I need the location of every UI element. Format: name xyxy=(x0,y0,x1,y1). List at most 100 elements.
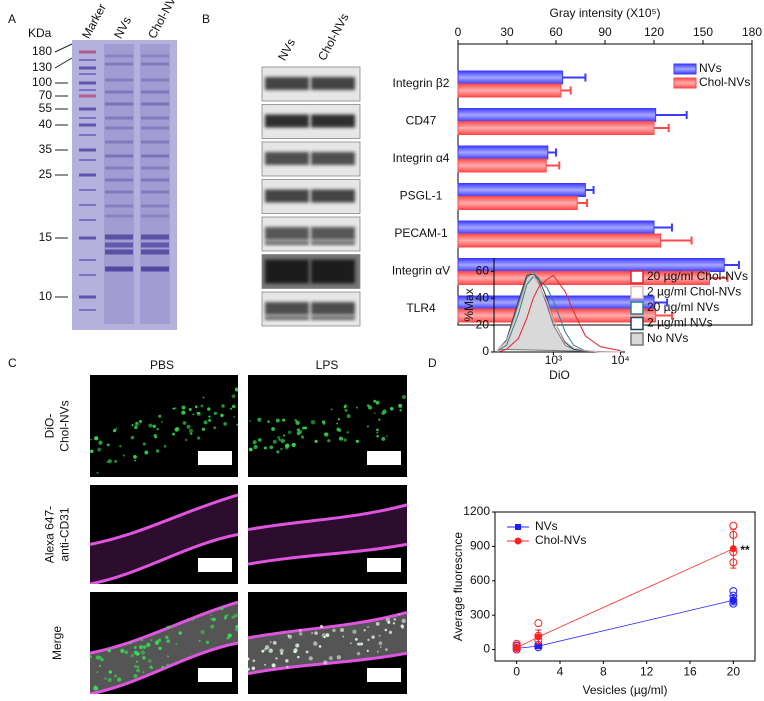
vessel xyxy=(90,494,238,584)
vesicle-dot xyxy=(234,613,238,618)
vesicle-dot xyxy=(340,627,345,633)
vesicle-dot xyxy=(189,432,193,436)
y-tick-label: 0 xyxy=(483,642,490,656)
vesicle-dot xyxy=(220,413,224,417)
gel-band xyxy=(105,78,133,82)
vesicle-dot xyxy=(130,654,134,658)
x-tick-label: 4 xyxy=(557,665,564,679)
marker-band xyxy=(79,59,96,61)
vesicle-dot xyxy=(378,641,383,646)
panel-letter: C xyxy=(8,356,17,370)
vesicle-dot xyxy=(375,400,380,405)
vesicle-dot xyxy=(401,618,406,624)
vesicle-dot xyxy=(378,634,381,637)
vesicle-dot xyxy=(112,429,117,433)
x-tick-label: 90 xyxy=(598,25,612,39)
vesicle-dot xyxy=(358,642,362,646)
vesicle-dot xyxy=(210,617,213,621)
vesicle-dot xyxy=(100,658,104,662)
vesicle-dot xyxy=(133,665,137,668)
membrane xyxy=(90,600,238,655)
vesicle-dot xyxy=(212,617,216,622)
gel-band xyxy=(105,242,133,248)
error-bar xyxy=(560,86,572,95)
vesicle-dot xyxy=(150,639,153,641)
gel-band xyxy=(141,102,169,106)
vesicle-dot xyxy=(268,648,273,653)
vesicle-dot xyxy=(139,420,142,423)
vesicle-dot xyxy=(220,607,224,611)
blot-band xyxy=(265,241,309,245)
vesicle-dot xyxy=(134,459,137,462)
vesicle-dot xyxy=(234,387,238,392)
vesicle-dot xyxy=(376,428,379,432)
point xyxy=(729,545,737,553)
column-label: LPS xyxy=(316,358,339,372)
replicate-point xyxy=(729,587,738,596)
blot-band xyxy=(311,259,355,284)
vesicle-dot xyxy=(197,411,201,415)
vesicle-dot xyxy=(221,404,225,408)
vesicle-dot xyxy=(231,394,236,399)
micrograph xyxy=(248,592,407,694)
vesicle-dot xyxy=(271,427,275,431)
error-bar xyxy=(724,261,740,269)
membrane xyxy=(248,542,407,566)
vesicle-dot xyxy=(373,399,377,403)
vesicle-dot xyxy=(119,445,122,448)
vesicle-dot xyxy=(192,413,195,416)
x-tick-label: 150 xyxy=(693,25,713,39)
mw-label: 100 xyxy=(32,75,52,89)
gel-band xyxy=(105,126,133,130)
scale-bar xyxy=(367,668,401,682)
gel-band xyxy=(105,102,133,106)
vesicle-dot xyxy=(181,410,186,415)
vesicle-dot xyxy=(330,408,333,411)
vesicle-dot xyxy=(188,428,194,433)
category-label: TLR4 xyxy=(406,301,436,315)
vesicle-dot xyxy=(324,432,329,437)
vesicle-dot xyxy=(155,449,160,453)
legend-swatch xyxy=(630,332,644,346)
blot-band xyxy=(265,152,309,165)
vesicle-dot xyxy=(400,624,404,628)
vesicle-dot xyxy=(133,455,137,459)
vesicle-dot xyxy=(291,442,296,448)
vesicle-dot xyxy=(136,665,140,669)
panel-letter: A xyxy=(8,12,16,26)
vesicle-dot xyxy=(213,411,218,416)
gel-band xyxy=(141,140,169,144)
membrane xyxy=(90,641,238,694)
vesicle-dot xyxy=(235,624,238,629)
scale-bar xyxy=(198,451,232,465)
y-tick-label: 0 xyxy=(482,344,489,358)
vesicle-dot xyxy=(140,638,144,642)
marker-band xyxy=(79,159,96,161)
category-label: CD47 xyxy=(406,114,437,128)
vesicle-dot xyxy=(376,431,379,434)
vesicle-dot xyxy=(248,667,250,671)
gel-band xyxy=(105,62,133,66)
x-tick-label: 10³ xyxy=(545,353,562,367)
legend-marker xyxy=(515,524,521,530)
vesicle-dot xyxy=(142,671,145,674)
vesicle-dot xyxy=(248,447,253,452)
marker-band xyxy=(79,107,96,111)
vesicle-dot xyxy=(296,431,301,436)
vesicle-dot xyxy=(174,407,177,410)
vesicle-dot xyxy=(287,430,292,435)
vesicle-dot xyxy=(378,418,381,421)
x-tick-label: 20 xyxy=(727,665,741,679)
gel-band xyxy=(141,78,169,82)
vesicle-dot xyxy=(314,439,318,444)
vesicle-dot xyxy=(208,418,212,422)
gel-band xyxy=(105,154,133,158)
gel-band xyxy=(105,178,133,182)
vesicle-dot xyxy=(300,435,305,439)
vessel xyxy=(90,602,238,694)
bar xyxy=(457,70,564,85)
vesicle-dot xyxy=(166,663,169,667)
vesicle-dot xyxy=(236,423,238,426)
vesicle-dot xyxy=(104,677,107,680)
